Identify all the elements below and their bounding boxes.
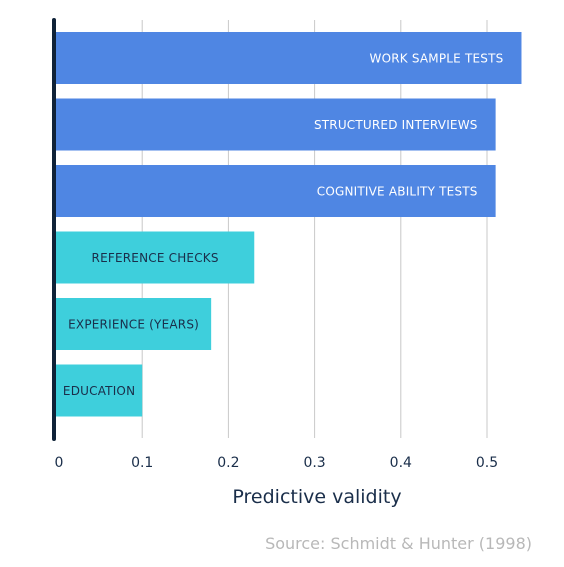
bar-label: WORK SAMPLE TESTS [370,52,504,66]
x-tick-label: 0.5 [476,455,498,471]
bar-label: COGNITIVE ABILITY TESTS [317,185,478,199]
source-note: Source: Schmidt & Hunter (1998) [265,534,532,553]
bar-reference-checks [56,231,255,284]
bar-label: STRUCTURED INTERVIEWS [314,118,478,132]
bar-experience-years [56,298,212,350]
bar-work-sample-tests [56,32,522,84]
bars: WORK SAMPLE TESTS STRUCTURED INTERVIEWS CO… [56,32,522,417]
bar-label: REFERENCE CHECKS [92,251,219,265]
x-tick-labels: 0 0.1 0.2 0.3 0.4 0.5 [55,455,499,471]
x-tick-label: 0.4 [390,455,412,471]
x-tick-label: 0.1 [131,455,153,471]
bar-education [56,364,143,417]
x-tick-label: 0.3 [303,455,325,471]
bar-label: EXPERIENCE (YEARS) [68,318,199,332]
x-axis-label: Predictive validity [232,486,401,508]
bar-structured-interviews [56,98,496,151]
bar-cognitive-ability-tests [56,165,496,217]
x-tick-label: 0 [55,455,64,471]
bar-label: EDUCATION [63,384,135,398]
x-tick-label: 0.2 [217,455,239,471]
